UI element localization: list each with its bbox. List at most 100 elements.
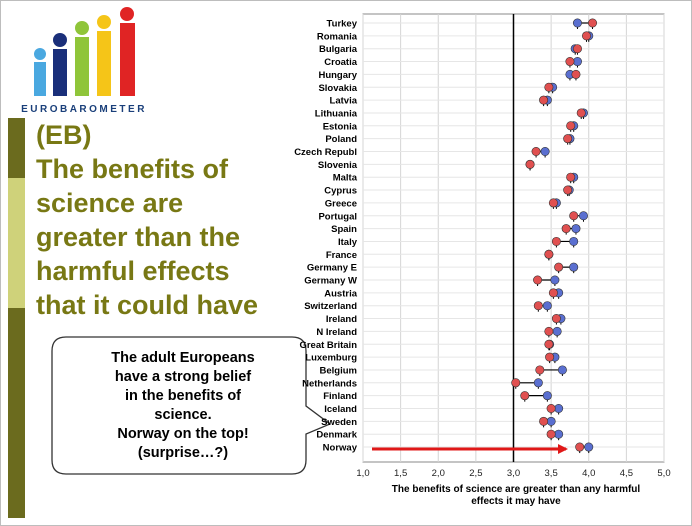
x-tick-label: 4,0 xyxy=(582,468,595,479)
y-category-label: Greece xyxy=(325,198,357,209)
callout-text: The adult Europeans have a strong belief… xyxy=(58,349,308,463)
red-point xyxy=(581,31,591,41)
blue-point xyxy=(542,391,552,401)
x-tick-label: 1,0 xyxy=(356,468,369,479)
blue-point xyxy=(546,416,556,426)
y-category-label: Italy xyxy=(338,237,358,248)
blue-point xyxy=(569,262,579,272)
red-point xyxy=(566,172,576,182)
red-point xyxy=(545,352,555,362)
red-point xyxy=(551,236,561,246)
y-category-label: Norway xyxy=(323,443,358,454)
y-category-label: Slovenia xyxy=(318,160,358,171)
y-category-label: Lithuania xyxy=(315,108,358,119)
blue-point xyxy=(572,57,582,67)
callout-line: Norway on the top! xyxy=(117,426,249,442)
y-category-label: Denmark xyxy=(316,430,357,441)
x-tick-label: 5,0 xyxy=(657,468,670,479)
red-point xyxy=(561,224,571,234)
x-tick-label: 4,5 xyxy=(620,468,633,479)
red-point xyxy=(575,442,585,452)
accent-bar-top xyxy=(8,118,25,178)
x-tick-label: 3,5 xyxy=(545,468,558,479)
y-category-label: France xyxy=(326,250,357,261)
y-category-label: Latvia xyxy=(330,96,358,107)
y-category-label: Turkey xyxy=(327,19,358,30)
y-category-label: Bulgaria xyxy=(319,44,358,55)
title-line: that it could have xyxy=(36,290,259,320)
accent-bar-middle xyxy=(8,178,25,308)
red-point xyxy=(576,108,586,118)
y-category-label: Germany W xyxy=(304,276,357,287)
y-category-label: Finland xyxy=(323,391,357,402)
blue-point xyxy=(569,236,579,246)
x-tick-label: 1,5 xyxy=(394,468,407,479)
red-point xyxy=(566,121,576,131)
blue-point xyxy=(571,224,581,234)
callout-line: in the benefits of xyxy=(125,388,241,404)
y-category-label: Poland xyxy=(325,134,357,145)
red-point xyxy=(539,416,549,426)
red-point xyxy=(565,57,575,67)
y-category-label: Great Britain xyxy=(299,340,357,351)
red-point xyxy=(563,185,573,195)
y-category-label: Belgium xyxy=(320,365,357,376)
red-point xyxy=(572,44,582,54)
callout-line: have a strong belief xyxy=(114,369,252,385)
blue-point xyxy=(572,18,582,28)
red-point xyxy=(533,301,543,311)
red-point xyxy=(535,365,545,375)
title-line: (EB) xyxy=(36,120,92,150)
slide-title: (EB) The benefits of science are greater… xyxy=(36,118,306,322)
red-point xyxy=(544,82,554,92)
y-category-label: Estonia xyxy=(323,121,358,132)
y-category-label: Hungary xyxy=(318,70,357,81)
blue-point xyxy=(584,442,594,452)
blue-point xyxy=(533,378,543,388)
blue-point xyxy=(542,301,552,311)
y-category-label: Cyprus xyxy=(324,186,357,197)
x-tick-label: 2,5 xyxy=(469,468,482,479)
title-line: greater than the xyxy=(36,222,241,252)
y-category-label: Switzerland xyxy=(304,301,357,312)
red-point xyxy=(520,391,530,401)
y-category-label: Ireland xyxy=(326,314,357,325)
red-point xyxy=(548,198,558,208)
red-point xyxy=(551,314,561,324)
y-category-label: Czech Republ xyxy=(294,147,357,158)
red-point xyxy=(539,95,549,105)
y-category-label: Malta xyxy=(333,173,358,184)
red-point xyxy=(569,211,579,221)
blue-point xyxy=(550,275,560,285)
y-category-label: Austria xyxy=(324,288,357,299)
callout-line: science. xyxy=(154,407,212,423)
y-category-label: Croatia xyxy=(324,57,357,68)
red-point xyxy=(571,69,581,79)
red-point xyxy=(588,18,598,28)
red-point xyxy=(563,134,573,144)
y-category-label: Sweden xyxy=(321,417,357,428)
y-category-label: Iceland xyxy=(324,404,357,415)
red-point xyxy=(531,147,541,157)
blue-point xyxy=(554,403,564,413)
y-category-label: Netherlands xyxy=(302,378,357,389)
blue-point xyxy=(578,211,588,221)
callout-line: The adult Europeans xyxy=(111,350,255,366)
red-point xyxy=(554,262,564,272)
red-point xyxy=(533,275,543,285)
title-line: harmful effects xyxy=(36,256,230,286)
accent-bar-bottom xyxy=(8,308,25,518)
people-figures-icon xyxy=(34,7,135,96)
blue-point xyxy=(540,147,550,157)
y-category-label: Romania xyxy=(317,31,358,42)
x-tick-label: 3,0 xyxy=(507,468,520,479)
red-point xyxy=(548,288,558,298)
red-point xyxy=(544,339,554,349)
title-line: science are xyxy=(36,188,184,218)
red-point xyxy=(511,378,521,388)
blue-point xyxy=(554,429,564,439)
red-point xyxy=(546,429,556,439)
x-axis-label-line1: The benefits of science are greater than… xyxy=(392,484,641,495)
y-category-label: Spain xyxy=(331,224,357,235)
